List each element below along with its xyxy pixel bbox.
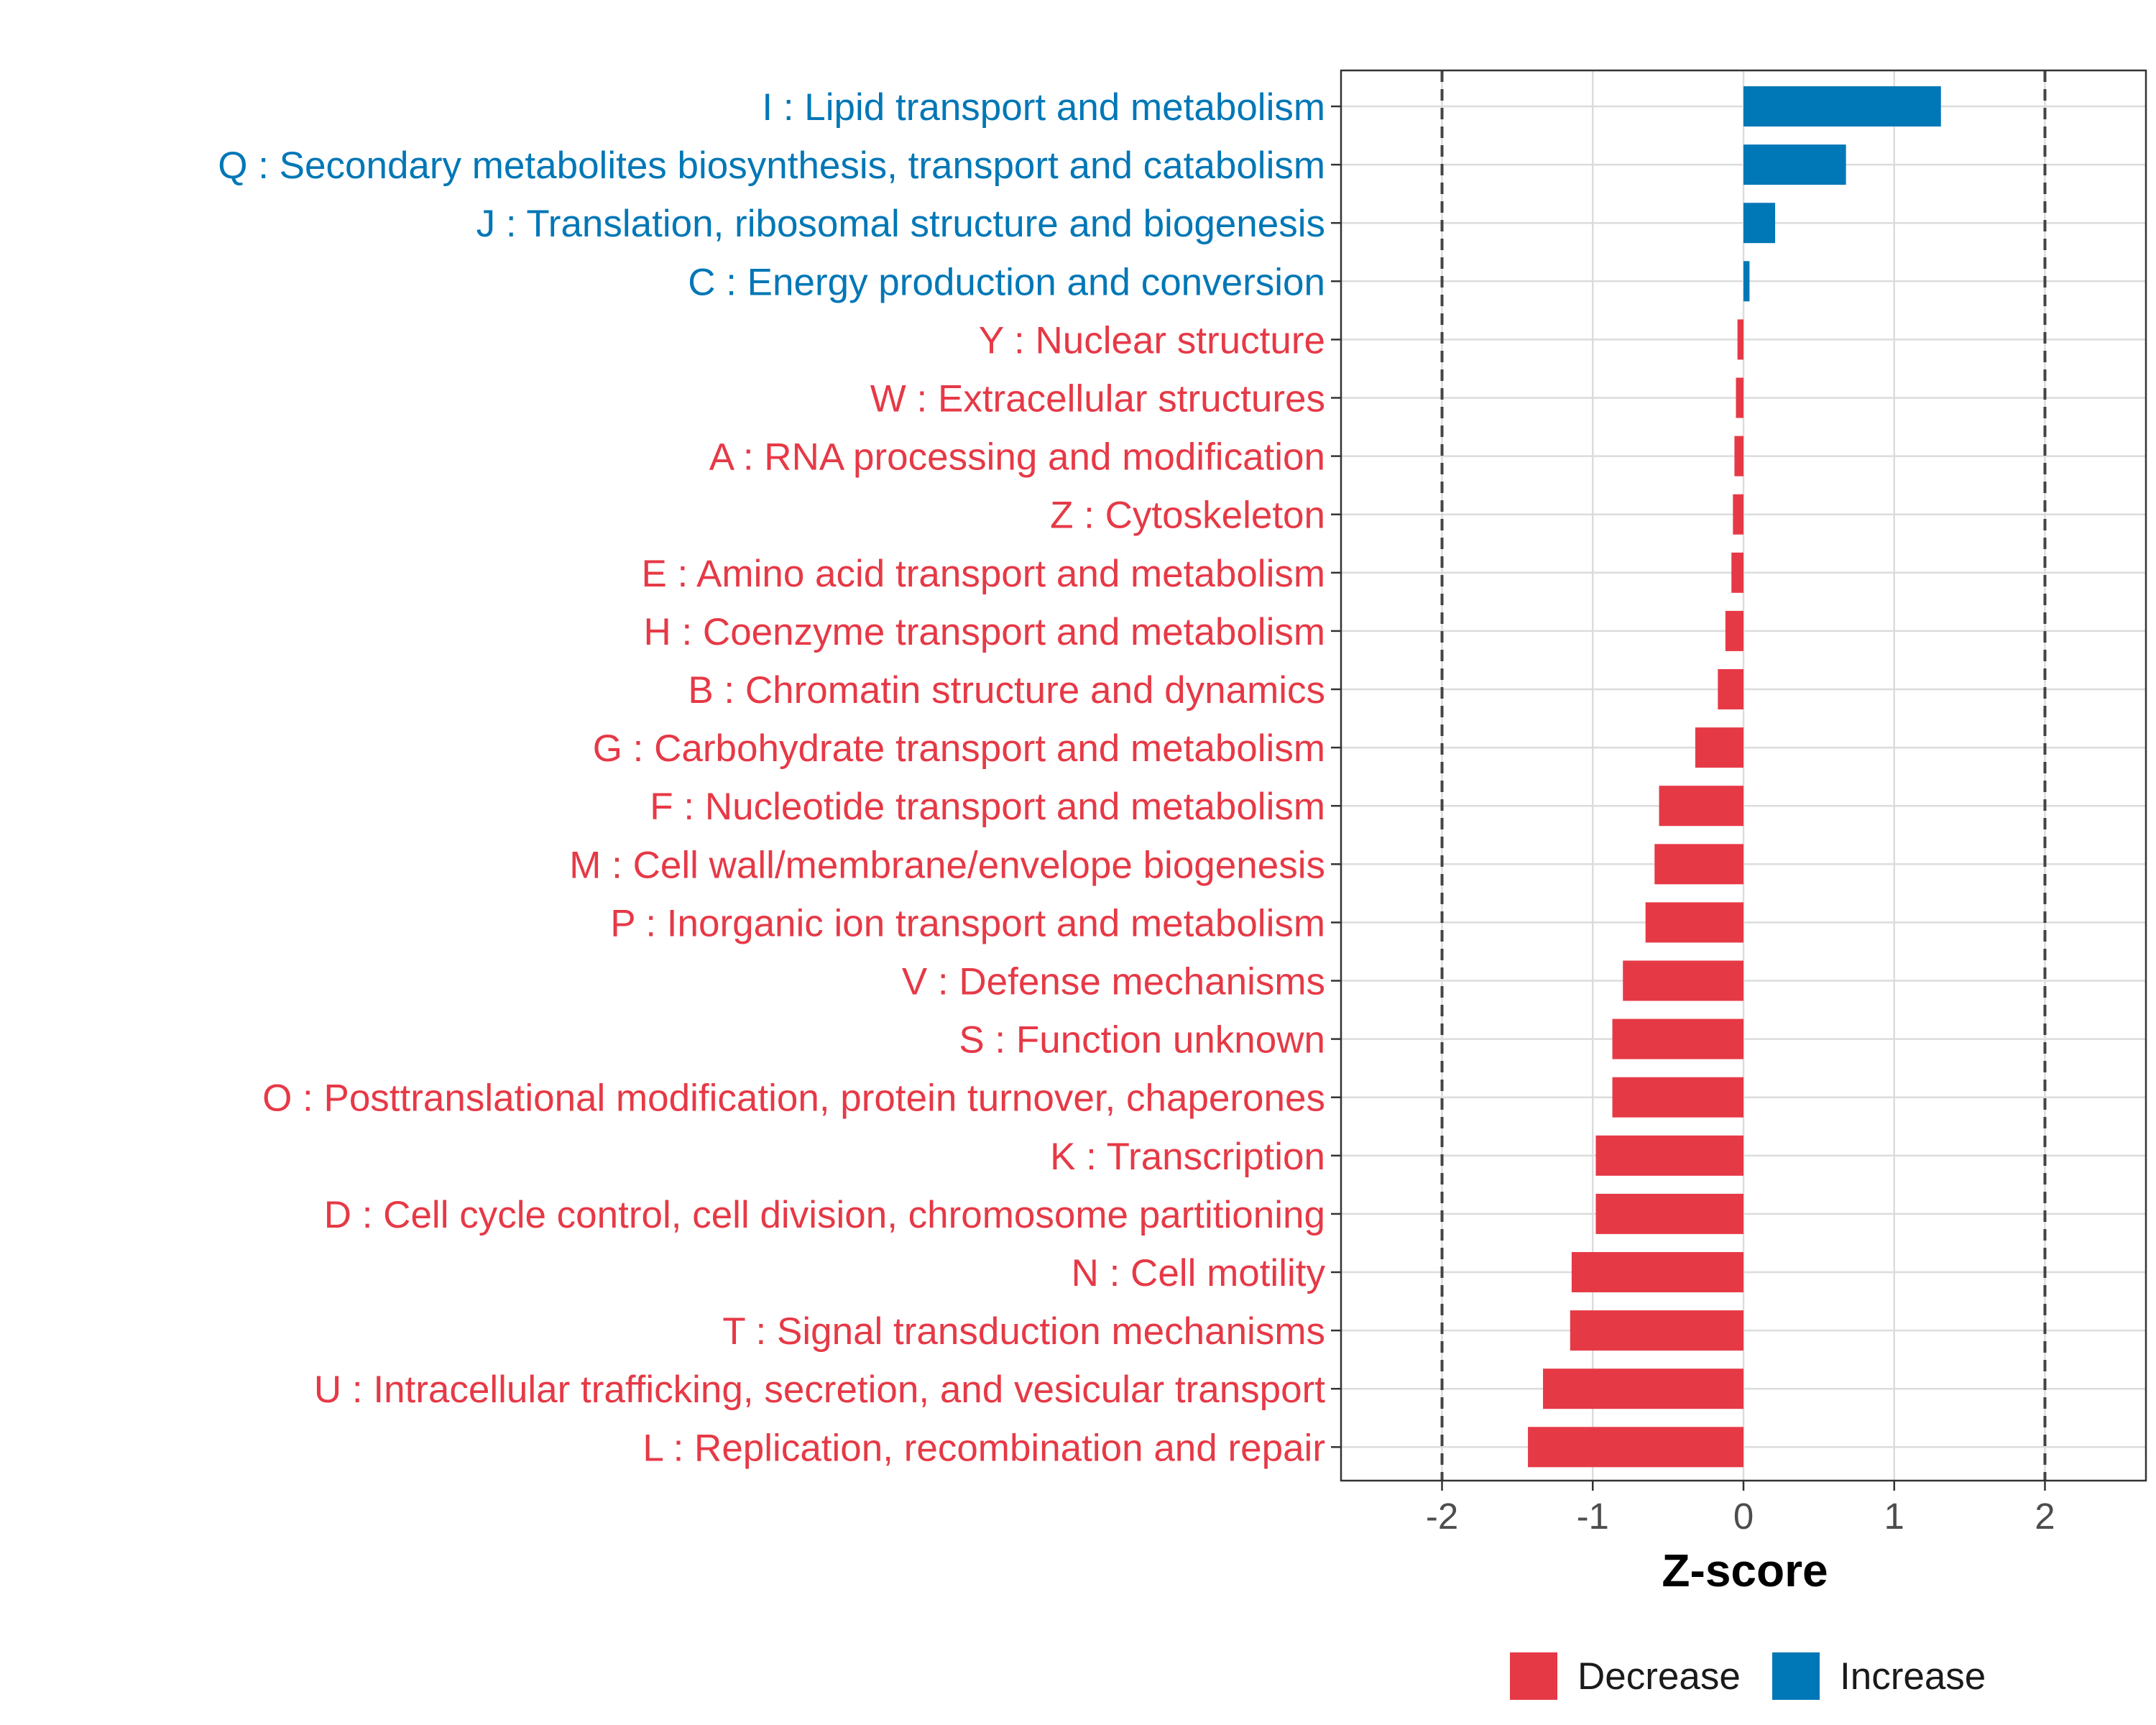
bar xyxy=(1645,902,1743,943)
bar xyxy=(1695,727,1743,768)
bar xyxy=(1736,377,1743,418)
legend-key xyxy=(1772,1652,1820,1700)
legend-key xyxy=(1510,1652,1557,1700)
x-tick-label: 2 xyxy=(2035,1496,2055,1537)
y-axis-labels: I : Lipid transport and metabolism Q : Se… xyxy=(218,86,1325,1469)
bar xyxy=(1528,1427,1743,1468)
category-label: Z : Cytoskeleton xyxy=(1050,494,1325,537)
category-label: L : Replication, recombination and repai… xyxy=(642,1427,1325,1469)
x-axis-title: Z-score xyxy=(1662,1545,1828,1596)
legend: Decrease Increase xyxy=(1510,1652,1986,1700)
bar xyxy=(1743,203,1776,244)
category-label: G : Carbohydrate transport and metabolis… xyxy=(593,727,1325,770)
bar xyxy=(1571,1252,1743,1292)
legend-label: Decrease xyxy=(1577,1655,1741,1698)
bar xyxy=(1543,1368,1743,1409)
category-label: Q : Secondary metabolites biosynthesis, … xyxy=(218,144,1325,187)
reference-lines xyxy=(1440,70,2047,1481)
category-label: I : Lipid transport and metabolism xyxy=(762,86,1325,129)
bar xyxy=(1743,86,1941,126)
x-tick-label: -1 xyxy=(1577,1496,1609,1537)
bar xyxy=(1743,261,1750,302)
category-label: U : Intracellular trafficking, secretion… xyxy=(314,1368,1325,1411)
category-label: W : Extracellular structures xyxy=(870,378,1325,420)
category-label: E : Amino acid transport and metabolism xyxy=(641,553,1325,595)
category-label: B : Chromatin structure and dynamics xyxy=(688,669,1325,712)
category-label: C : Energy production and conversion xyxy=(688,261,1325,303)
bar xyxy=(1725,610,1743,651)
bar xyxy=(1718,669,1743,709)
bar xyxy=(1654,844,1743,885)
category-label: N : Cell motility xyxy=(1072,1252,1326,1294)
bar xyxy=(1623,960,1743,1001)
x-tick-label: 0 xyxy=(1733,1496,1754,1537)
x-tick-label: 1 xyxy=(1884,1496,1904,1537)
x-axis-ticks: -2 -1 0 1 2 xyxy=(1426,1481,2055,1537)
category-label: H : Coenzyme transport and metabolism xyxy=(643,611,1325,653)
bar xyxy=(1570,1310,1743,1351)
bar xyxy=(1595,1135,1743,1176)
bar xyxy=(1612,1018,1743,1059)
category-label: T : Signal transduction mechanisms xyxy=(722,1310,1325,1353)
category-label: O : Posttranslational modification, prot… xyxy=(262,1077,1325,1120)
category-label: A : RNA processing and modification xyxy=(709,436,1325,479)
category-label: D : Cell cycle control, cell division, c… xyxy=(324,1194,1325,1236)
category-label: P : Inorganic ion transport and metaboli… xyxy=(610,902,1325,944)
bar xyxy=(1659,786,1743,827)
category-label: Y : Nuclear structure xyxy=(979,319,1325,362)
category-label: F : Nucleotide transport and metabolism xyxy=(650,786,1325,828)
category-label: S : Function unknown xyxy=(959,1019,1325,1062)
bar xyxy=(1734,436,1743,477)
bar xyxy=(1743,144,1846,185)
bar xyxy=(1733,494,1743,535)
bar xyxy=(1737,319,1743,360)
bar xyxy=(1612,1077,1743,1118)
bars xyxy=(1528,86,1941,1468)
category-label: M : Cell wall/membrane/envelope biogenes… xyxy=(569,844,1325,886)
legend-label: Increase xyxy=(1840,1655,1986,1698)
bar xyxy=(1731,552,1743,593)
x-tick-label: -2 xyxy=(1426,1496,1458,1537)
category-label: V : Defense mechanisms xyxy=(902,961,1325,1003)
bar xyxy=(1595,1193,1743,1234)
y-axis-ticks xyxy=(1331,105,1341,1448)
category-label: J : Translation, ribosomal structure and… xyxy=(476,203,1325,245)
category-label: K : Transcription xyxy=(1050,1136,1325,1178)
